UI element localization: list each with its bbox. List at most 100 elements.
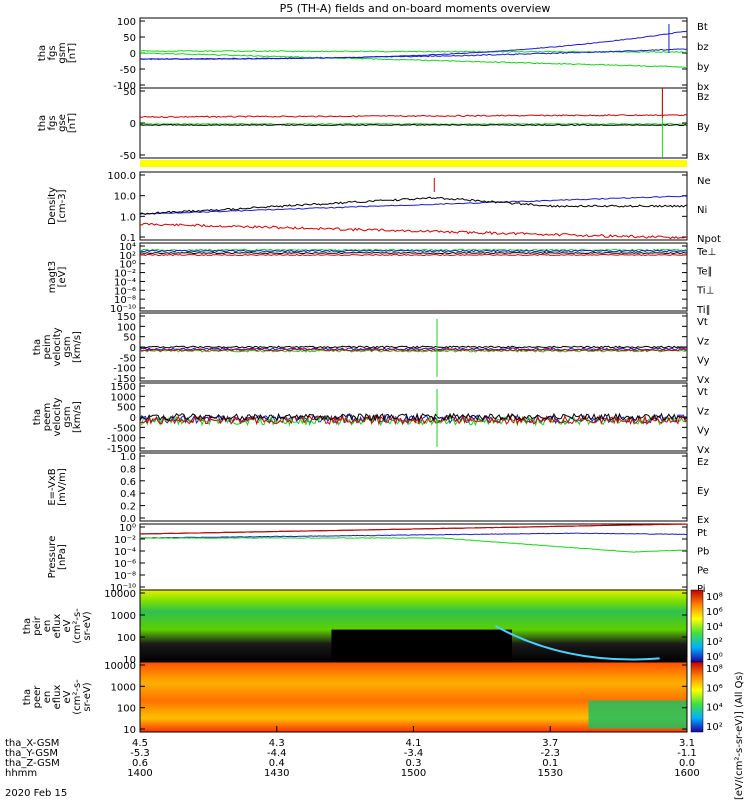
y-tick-label: -100 [113, 81, 136, 92]
y-axis-label: magt3 [47, 261, 58, 294]
colorbar-tick-label: 10⁶ [706, 607, 723, 618]
panel-frame [139, 452, 688, 522]
y-axis-label: sr-eV) [82, 682, 93, 711]
y-tick-label: 50 [123, 333, 136, 344]
colorbar-scale [690, 589, 704, 663]
colorbar-tick-label: 10⁰ [706, 652, 723, 663]
y-tick-label: 0.0 [120, 514, 136, 525]
y-tick-label: 0.8 [120, 464, 136, 475]
y-axis-label: tha [22, 689, 33, 705]
y-axis-label: en [42, 691, 53, 704]
footer-value: 3.7 [542, 738, 558, 749]
trace-Te-perp [139, 253, 688, 257]
colorbar-title: [eV/(cm²-s-sr-eV)] (All Qs) [734, 671, 745, 800]
y-tick-label: 100 [117, 633, 136, 644]
plot-title: P5 (TH-A) fields and on-board moments ov… [280, 2, 551, 15]
footer-value: -4.4 [267, 748, 287, 759]
y-tick-label: 100 [117, 322, 136, 333]
y-tick-label: 0.1 [120, 233, 136, 244]
legend-label: Pt [697, 528, 707, 539]
y-tick-label: -150 [113, 374, 136, 385]
trace-Pb [139, 523, 688, 535]
trace-Pe [139, 537, 688, 553]
colorbar-tick-label: 10² [706, 722, 723, 733]
footer-value: 4.5 [132, 738, 148, 749]
y-tick-label: 10⁻¹⁰ [110, 304, 136, 315]
y-axis-label: (cm²-s- [72, 608, 83, 644]
y-tick-label: 10⁻⁴ [114, 547, 136, 558]
legend-label: Ti∥ [696, 305, 711, 316]
y-tick-label: 10⁻² [114, 269, 136, 280]
footer-row-label: hhmm [5, 768, 37, 779]
footer-value: 1400 [127, 768, 152, 779]
y-tick-label: 100 [117, 704, 136, 715]
spectrogram-feature [495, 625, 660, 661]
y-axis-label: [nT] [67, 113, 78, 133]
y-tick-label: -50 [120, 151, 136, 162]
y-tick-label: 10⁻⁴ [114, 277, 136, 288]
legend-label: Te⊥ [696, 247, 716, 258]
legend-label: Bz [697, 92, 709, 103]
legend-label: Ey [697, 486, 709, 497]
y-tick-label: 10⁰ [119, 260, 136, 271]
y-tick-label: -50 [120, 65, 136, 76]
spectrogram-feature [588, 700, 687, 729]
trace-Ti-perp [139, 249, 688, 253]
legend-label: By [697, 122, 710, 133]
footer-value: 4.1 [406, 738, 422, 749]
y-tick-label: 1.0 [120, 452, 136, 463]
y-tick-label: -500 [113, 423, 136, 434]
legend-label: Vt [697, 317, 708, 328]
trace-by [139, 52, 688, 68]
y-axis-label: en [42, 620, 53, 633]
legend-label: Pe [697, 565, 709, 576]
trace-Bx [139, 123, 688, 127]
trace-Bz [139, 113, 688, 119]
y-axis-label: tha [32, 409, 43, 425]
y-axis-label: [mV/m] [57, 468, 68, 506]
y-tick-label: 10⁻⁸ [114, 571, 136, 582]
y-axis-label: gsm [62, 336, 73, 357]
legend-label: Vy [697, 356, 710, 367]
trace-By [139, 122, 688, 126]
footer-value: 1430 [264, 768, 289, 779]
y-axis-label: sr-eV) [82, 611, 93, 640]
y-axis-label: peim [42, 334, 53, 359]
y-tick-label: 10.0 [114, 192, 136, 203]
trace-bx [139, 30, 688, 60]
legend-label: Pb [697, 547, 709, 558]
footer-value: 3.1 [679, 738, 695, 749]
footer-value: 1530 [538, 768, 563, 779]
y-tick-label: 1000 [111, 392, 136, 403]
y-tick-label: 10⁻⁸ [114, 295, 136, 306]
footer-row-label: tha_Y-GSM [5, 748, 58, 759]
y-axis-label: tha [37, 45, 48, 61]
y-tick-label: 10 [123, 725, 136, 736]
y-tick-label: 10⁻⁶ [114, 559, 136, 570]
legend-label: Bx [697, 152, 710, 163]
y-axis-label: peer [32, 685, 43, 709]
y-axis-label: velocity [52, 327, 63, 366]
legend-label: Vz [697, 406, 709, 417]
colorbar: 10⁸ 10⁶ 10⁴ 10² [690, 661, 723, 733]
panel-electron-spectrogram: 10000 1000 100 10 tha peer en eflux eV (cm²-s-sr-… [22, 661, 723, 736]
y-axis-label: [km/s] [72, 331, 83, 363]
legend-label: Ni [697, 205, 707, 216]
trace-Vz [139, 348, 688, 352]
panel-frame [139, 242, 688, 312]
footer-row-label: tha_Z-GSM [5, 758, 60, 769]
y-tick-label: -1000 [107, 434, 136, 445]
legend-label: Vy [697, 426, 710, 437]
y-tick-label: -1500 [107, 444, 136, 455]
y-tick-label: 10000 [104, 589, 136, 600]
y-tick-label: 10⁴ [119, 242, 136, 253]
panel-fgs-gse: 50 0 -50 tha fgs gse [nT] Bz By Bx [37, 87, 710, 163]
y-tick-label: 10⁻² [114, 535, 136, 546]
y-tick-label: 100.0 [107, 171, 136, 182]
y-tick-label: 10⁻⁶ [114, 286, 136, 297]
y-axis-label: tha [32, 339, 43, 355]
footer-value: 0.0 [679, 758, 695, 769]
y-tick-label: 0 [130, 343, 136, 354]
